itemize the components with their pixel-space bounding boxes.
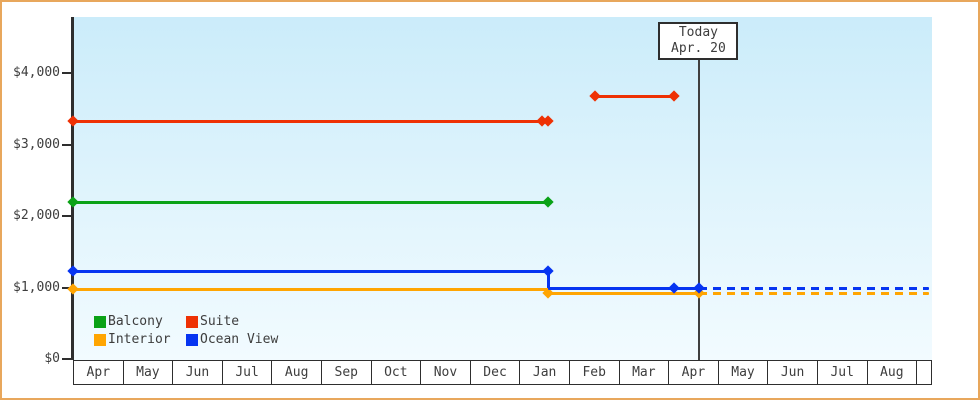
- x-axis-month-cell: Sep: [322, 361, 372, 384]
- legend-item-suite: Suite: [186, 314, 278, 329]
- series-segment-suite: [73, 120, 549, 124]
- series-segment-interior: [699, 291, 930, 295]
- y-axis-label: $3,000: [13, 136, 60, 152]
- legend-swatch-icon: [186, 315, 198, 328]
- x-axis-month-cell: Jul: [818, 361, 868, 384]
- legend-swatch-icon: [186, 333, 198, 346]
- y-axis-label: $4,000: [13, 65, 60, 81]
- legend: Balcony Suite Interior Ocean View: [94, 314, 278, 347]
- y-axis-line: [71, 17, 74, 360]
- y-axis-label: $2,000: [13, 208, 60, 224]
- x-axis-month-cell: Nov: [421, 361, 471, 384]
- today-label: Today: [678, 25, 718, 40]
- x-axis-month-cell: Jul: [223, 361, 273, 384]
- x-axis-month-cell: Aug: [868, 361, 918, 384]
- y-axis-tick: [62, 286, 72, 289]
- today-date: Apr. 20: [671, 41, 726, 56]
- x-axis-month-cell: Apr: [74, 361, 124, 384]
- x-axis-month-cell: Dec: [471, 361, 521, 384]
- x-axis-month-cell: Aug: [272, 361, 322, 384]
- x-axis-month-cell: Mar: [620, 361, 670, 384]
- y-axis-tick: [62, 143, 72, 146]
- today-marker-line: [698, 60, 701, 360]
- legend-label: Ocean View: [200, 332, 279, 347]
- legend-item-balcony: Balcony: [94, 314, 186, 329]
- series-segment-suite: [594, 94, 675, 98]
- legend-item-ocean-view: Ocean View: [186, 332, 278, 347]
- x-axis-month-cell: May: [719, 361, 769, 384]
- series-segment-interior: [548, 291, 700, 295]
- legend-label: Balcony: [108, 314, 163, 329]
- x-axis-month-cell: Jun: [173, 361, 223, 384]
- x-axis-month-cell: May: [124, 361, 174, 384]
- series-segment-ocean-view: [699, 287, 930, 291]
- x-axis-empty-cell: [917, 361, 931, 384]
- plot-area: [73, 17, 932, 360]
- x-axis-month-cell: Jun: [768, 361, 818, 384]
- x-axis-month-cell: Feb: [570, 361, 620, 384]
- legend-label: Suite: [200, 314, 240, 329]
- series-segment-interior: [73, 288, 549, 292]
- today-label-box: Today Apr. 20: [658, 22, 739, 60]
- x-axis-month-cell: Jan: [520, 361, 570, 384]
- legend-swatch-icon: [94, 333, 106, 346]
- series-step-connector: [547, 271, 551, 289]
- legend-item-interior: Interior: [94, 332, 186, 347]
- legend-label: Interior: [108, 332, 171, 347]
- y-axis-label: $0: [44, 351, 60, 366]
- series-segment-ocean-view: [73, 270, 549, 274]
- y-axis-label: $1,000: [13, 279, 60, 295]
- series-segment-balcony: [73, 200, 549, 204]
- series-segment-ocean-view: [548, 287, 700, 291]
- y-axis-tick: [62, 358, 72, 360]
- x-axis-month-row: Apr May Jun Jul Aug Sep Oct Nov Dec Jan Feb Mar Apr M…: [73, 360, 932, 385]
- legend-swatch-icon: [94, 315, 106, 328]
- y-axis-tick: [62, 72, 72, 75]
- x-axis-month-cell: Oct: [372, 361, 422, 384]
- x-axis-month-cell: Apr: [669, 361, 719, 384]
- y-axis-tick: [62, 215, 72, 218]
